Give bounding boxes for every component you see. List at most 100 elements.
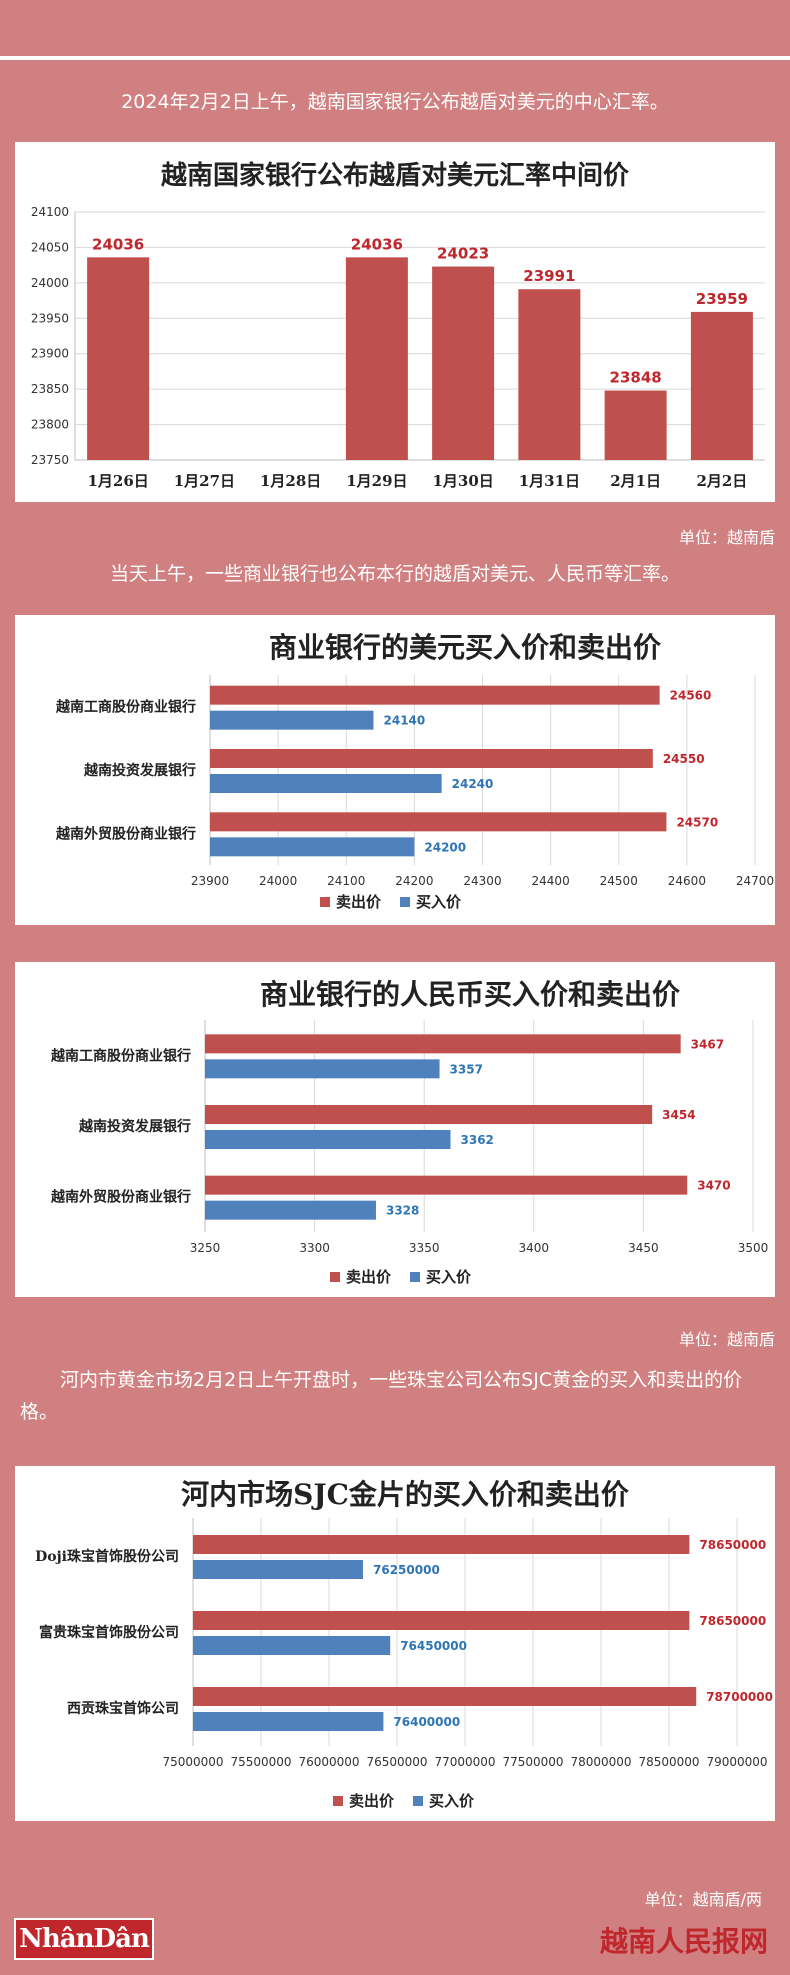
data-label: 23959 — [696, 290, 748, 308]
buy-bar — [205, 1130, 451, 1149]
x-tick-label: 1月29日 — [346, 472, 407, 490]
category-label: 富贵珠宝首饰股份公司 — [39, 1624, 179, 1641]
chart-title: 越南国家银行公布越盾对美元汇率中间价 — [161, 160, 630, 191]
data-label: 78700000 — [706, 1690, 773, 1704]
x-tick-label: 3300 — [299, 1241, 330, 1255]
data-label: 24570 — [676, 815, 718, 829]
x-tick-label: 24200 — [395, 874, 433, 888]
category-label: 越南工商股份商业银行 — [55, 699, 196, 716]
y-tick-label: 23850 — [31, 382, 69, 396]
unit-label-2: 单位：越南盾 — [678, 1330, 775, 1349]
bar — [87, 257, 150, 460]
x-tick-label: 1月30日 — [432, 472, 493, 490]
x-tick-label: 79000000 — [706, 1755, 767, 1769]
x-tick-label: 24700 — [736, 874, 774, 888]
legend-swatch — [413, 1796, 423, 1806]
x-tick-label: 77500000 — [502, 1755, 563, 1769]
data-label: 76250000 — [373, 1563, 440, 1577]
legend-label: 买入价 — [426, 1268, 472, 1286]
buy-bar — [205, 1059, 440, 1079]
data-label: 24550 — [663, 752, 705, 766]
chart-usd-banks: 商业银行的美元买入价和卖出价 23900 24000 24100 24200 24300 2… — [15, 615, 775, 925]
x-tick-label: 2月2日 — [696, 472, 747, 490]
unit-label-3: 单位：越南盾/两 — [644, 1890, 762, 1909]
legend-label: 卖出价 — [346, 1268, 392, 1286]
category-label: 越南外贸股份商业银行 — [50, 1189, 191, 1206]
legend-swatch — [330, 1272, 340, 1282]
sell-bar — [205, 1175, 688, 1195]
chart-gold: 河内市场SJC金片的买入价和卖出价 75000000 75500000 7600000… — [15, 1466, 775, 1821]
sell-bar — [210, 812, 667, 832]
data-label: 3362 — [461, 1133, 494, 1147]
chart-title: 商业银行的美元买入价和卖出价 — [269, 631, 662, 664]
mid-text: 当天上午，一些商业银行也公布本行的越盾对美元、人民币等汇率。 — [109, 563, 680, 585]
x-tick-label: 3450 — [628, 1241, 659, 1255]
data-label: 3467 — [691, 1037, 724, 1051]
intro-text: 2024年2月2日上午，越南国家银行公布越盾对美元的中心汇率。 — [121, 91, 669, 113]
buy-bar — [210, 710, 374, 730]
buy-bar — [193, 1560, 363, 1579]
y-tick-label: 24050 — [31, 240, 69, 254]
sell-bar — [205, 1034, 681, 1054]
x-tick-label: 2月1日 — [610, 472, 661, 490]
data-label: 3470 — [697, 1179, 730, 1193]
data-label: 78650000 — [699, 1538, 766, 1552]
chart-title: 商业银行的人民币买入价和卖出价 — [260, 978, 681, 1011]
sell-bar — [193, 1535, 690, 1554]
legend-swatch — [410, 1272, 420, 1282]
data-label: 24036 — [351, 235, 403, 253]
data-label: 23991 — [523, 267, 575, 285]
bar — [690, 311, 753, 460]
y-tick-label: 23900 — [31, 347, 69, 361]
data-label: 24140 — [384, 714, 426, 728]
category-label: 越南投资发展银行 — [83, 762, 196, 779]
buy-bar — [193, 1636, 391, 1655]
x-tick-label: 24400 — [532, 874, 570, 888]
legend-label: 买入价 — [429, 1792, 475, 1810]
legend-label: 卖出价 — [349, 1792, 395, 1810]
x-tick-label: 24100 — [327, 874, 365, 888]
central-rate-svg: 越南国家银行公布越盾对美元汇率中间价 23750 23800 23850 23900 23… — [31, 160, 765, 490]
x-tick-label: 3500 — [738, 1241, 769, 1255]
data-label: 24560 — [670, 689, 712, 703]
x-tick-label: 1月31日 — [519, 472, 580, 490]
usd-banks-svg: 商业银行的美元买入价和卖出价 23900 24000 24100 24200 24300 2… — [55, 631, 774, 911]
category-label: 越南工商股份商业银行 — [50, 1047, 191, 1064]
category-label: 越南投资发展银行 — [78, 1118, 191, 1135]
sell-bar — [193, 1611, 690, 1630]
x-tick-label: 24500 — [600, 874, 638, 888]
category-label: 越南外贸股份商业银行 — [55, 825, 196, 842]
buy-bar — [205, 1200, 376, 1220]
data-label: 3454 — [662, 1108, 695, 1122]
data-label: 3328 — [386, 1204, 419, 1218]
top-bar — [0, 0, 790, 60]
x-tick-label: 76000000 — [298, 1755, 359, 1769]
legend-swatch — [333, 1796, 343, 1806]
x-tick-label: 1月28日 — [260, 472, 321, 490]
bar — [604, 390, 667, 460]
buy-bar — [210, 774, 442, 793]
unit-label-1: 单位：越南盾 — [678, 528, 775, 547]
gold-text: 河内市黄金市场2月2日上午开盘时，一些珠宝公司公布SJC黄金的买入和卖出的价格。 — [20, 1369, 743, 1423]
chart-title: 河内市场SJC金片的买入价和卖出价 — [181, 1478, 630, 1511]
y-tick-label: 24000 — [31, 276, 69, 290]
legend-swatch — [400, 897, 410, 907]
x-tick-label: 24300 — [463, 874, 501, 888]
legend-label: 买入价 — [416, 893, 462, 911]
chart-cny-banks: 商业银行的人民币买入价和卖出价 3250 3300 3350 3400 3450 3500 越… — [15, 962, 775, 1297]
bar — [432, 266, 495, 460]
gold-svg: 河内市场SJC金片的买入价和卖出价 75000000 75500000 7600000… — [35, 1478, 773, 1810]
x-tick-label: 3250 — [190, 1241, 221, 1255]
data-label: 24023 — [437, 245, 489, 263]
data-label: 76450000 — [400, 1639, 467, 1653]
bar — [345, 257, 408, 460]
buy-bar — [210, 837, 415, 857]
data-label: 24240 — [452, 777, 494, 791]
bar — [518, 289, 581, 460]
site-name-logo: 越南人民报网 — [599, 1925, 768, 1958]
y-tick-label: 23750 — [31, 453, 69, 467]
sell-bar — [205, 1105, 653, 1124]
sell-bar — [193, 1687, 697, 1706]
data-label: 78650000 — [699, 1614, 766, 1628]
data-label: 76400000 — [393, 1715, 460, 1729]
